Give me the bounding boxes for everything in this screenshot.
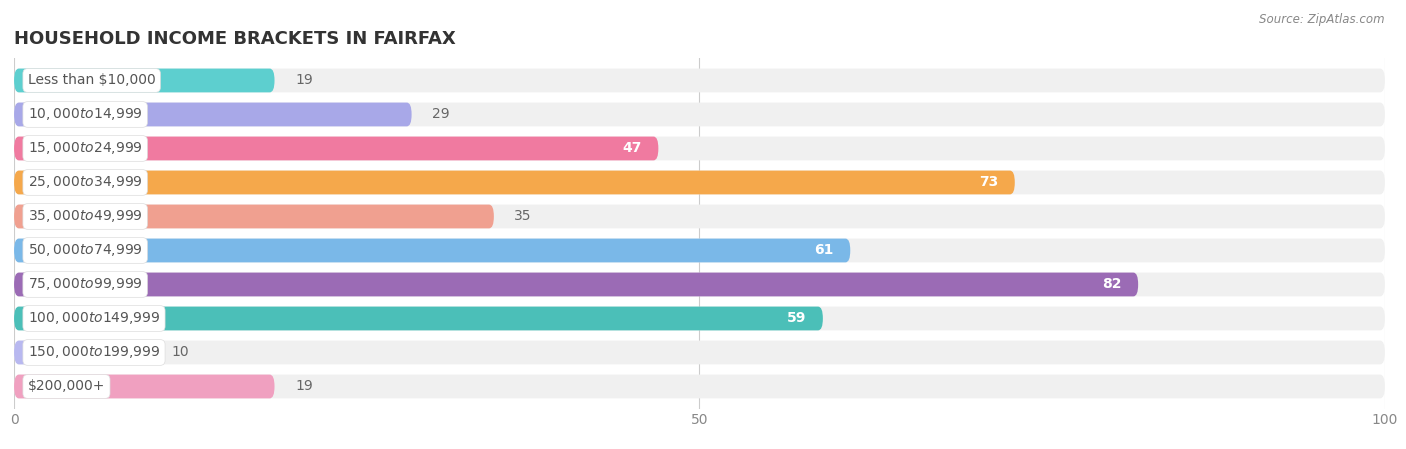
FancyBboxPatch shape [14,341,1385,365]
Text: 19: 19 [295,379,312,393]
FancyBboxPatch shape [14,102,1385,126]
FancyBboxPatch shape [14,205,494,229]
Text: HOUSEHOLD INCOME BRACKETS IN FAIRFAX: HOUSEHOLD INCOME BRACKETS IN FAIRFAX [14,31,456,48]
Text: $25,000 to $34,999: $25,000 to $34,999 [28,175,142,190]
Text: Less than $10,000: Less than $10,000 [28,74,156,88]
Text: $200,000+: $200,000+ [28,379,105,393]
FancyBboxPatch shape [14,205,1385,229]
Text: $100,000 to $149,999: $100,000 to $149,999 [28,311,160,326]
FancyBboxPatch shape [14,238,1385,262]
FancyBboxPatch shape [14,374,1385,398]
Text: Source: ZipAtlas.com: Source: ZipAtlas.com [1260,13,1385,26]
Text: $15,000 to $24,999: $15,000 to $24,999 [28,141,142,156]
Text: $50,000 to $74,999: $50,000 to $74,999 [28,242,142,259]
Text: $10,000 to $14,999: $10,000 to $14,999 [28,106,142,123]
Text: 19: 19 [295,74,312,88]
Text: 73: 73 [979,176,998,189]
Text: 82: 82 [1102,277,1122,291]
Text: $35,000 to $49,999: $35,000 to $49,999 [28,208,142,224]
FancyBboxPatch shape [14,307,823,330]
Text: $150,000 to $199,999: $150,000 to $199,999 [28,344,160,361]
FancyBboxPatch shape [14,341,152,365]
Text: 10: 10 [172,345,190,360]
Text: $75,000 to $99,999: $75,000 to $99,999 [28,277,142,292]
Text: 61: 61 [814,243,834,257]
FancyBboxPatch shape [14,374,274,398]
FancyBboxPatch shape [14,273,1139,296]
Text: 59: 59 [787,312,807,326]
Text: 47: 47 [623,141,643,155]
FancyBboxPatch shape [14,69,274,92]
FancyBboxPatch shape [14,273,1385,296]
FancyBboxPatch shape [14,171,1015,194]
FancyBboxPatch shape [14,136,1385,160]
FancyBboxPatch shape [14,238,851,262]
FancyBboxPatch shape [14,171,1385,194]
Text: 29: 29 [432,107,450,122]
Text: 35: 35 [515,210,531,224]
FancyBboxPatch shape [14,136,658,160]
FancyBboxPatch shape [14,69,1385,92]
FancyBboxPatch shape [14,307,1385,330]
FancyBboxPatch shape [14,102,412,126]
